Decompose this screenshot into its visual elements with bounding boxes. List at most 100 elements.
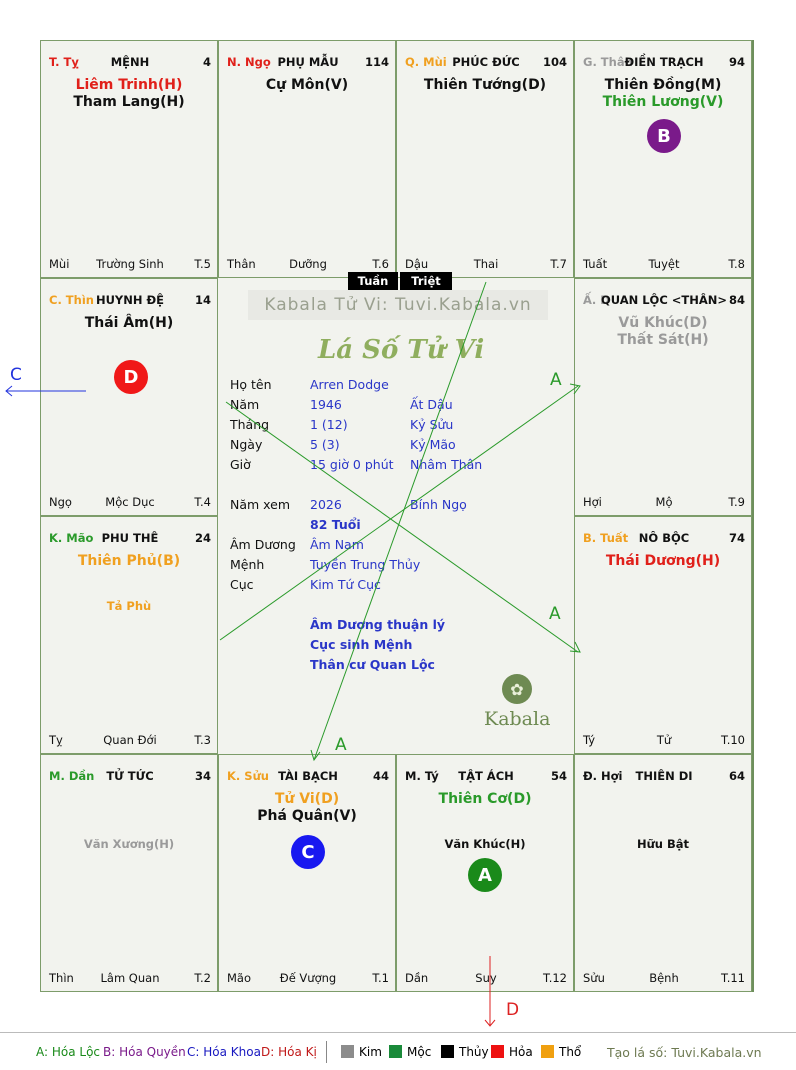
chart-title: Lá Số Tử Vi — [318, 335, 485, 365]
palace-cell-thin[interactable]: C. Thìn HUYNH ĐỆ 14 Thái Âm(H) Ngọ Mộc Dục T.4 — [40, 278, 218, 516]
palace-header: K. Mão PHU THÊ 24 — [49, 531, 211, 547]
footer-range: T.11 — [721, 971, 745, 985]
major-star: Thiên Đồng(M) — [604, 77, 722, 93]
footer-branch: Thìn — [49, 971, 74, 985]
palace-number: 24 — [194, 531, 211, 545]
palace-cell-dan[interactable]: M. Dần TỬ TỨC 34 Văn Xương(H) Thìn Lâm Quan T.… — [40, 754, 218, 992]
palace-cell-mao[interactable]: K. Mão PHU THÊ 24 Thiên Phủ(B) Tả Phù Tỵ Quan … — [40, 516, 218, 754]
palace-name: PHU THÊ — [101, 531, 159, 545]
palace-cell-dau[interactable]: Ấ. D QUAN LỘC <THÂN> 84 Vũ Khúc(D) Thất Sát(… — [574, 278, 752, 516]
info-value: Tuyền Trung Thủy — [310, 557, 421, 572]
footer-stage: Dưỡng — [289, 257, 327, 271]
palace-number: 14 — [194, 293, 211, 307]
palace-name: HUYNH ĐỆ — [95, 293, 165, 307]
palace-footer: Dần Suy T.12 — [405, 971, 567, 985]
palace-stem: K. Mão — [49, 531, 94, 545]
legend-b-text: B: Hóa Quyền — [103, 1045, 186, 1059]
minor-star: Văn Xương(H) — [83, 837, 175, 851]
footer-stage: Thai — [473, 257, 499, 271]
info-label: Năm — [230, 397, 260, 412]
palace-number: 34 — [194, 769, 211, 783]
palace-name: TẬT ÁCH — [458, 769, 514, 783]
palace-footer: Tuất Tuyệt T.8 — [583, 257, 745, 271]
info-label: Tháng — [230, 417, 270, 432]
palace-name: PHỤ MẪU — [277, 55, 339, 69]
major-star: Thiên Cơ(D) — [438, 791, 532, 807]
minor-star: Hữu Bật — [636, 837, 690, 851]
info-canchi: Bính Ngọ — [410, 497, 467, 512]
footer-stage: Tử — [656, 733, 672, 747]
palace-cell-ngo[interactable]: N. Ngọ PHỤ MẪU 114 Cự Môn(V) Thân Dưỡng T.6 — [218, 40, 396, 278]
major-star: Thiên Tướng(D) — [423, 77, 547, 93]
footer-range: T.7 — [550, 257, 567, 271]
palace-header: Q. Mùi PHÚC ĐỨC 104 — [405, 55, 567, 71]
info-value: Kim Tứ Cục — [310, 577, 381, 592]
major-star: Thất Sát(H) — [617, 332, 709, 348]
palace-stem: G. Thân — [583, 55, 633, 69]
footer-stage: Bệnh — [649, 971, 679, 985]
arrow-c-head — [5, 385, 13, 397]
palace-cell-tyx[interactable]: M. Tý TẬT ÁCH 54 Thiên Cơ(D) Văn Khúc(H) Dần S… — [396, 754, 574, 992]
palace-cell-ty[interactable]: T. Tỵ MỆNH 4 Liêm Trinh(H) Tham Lang(H) Mùi Tr… — [40, 40, 218, 278]
info-canchi: Kỷ Sửu — [410, 417, 454, 432]
marker-c-icon: C — [291, 835, 325, 869]
info-label: Âm Dương — [230, 537, 296, 552]
footer-branch: Mùi — [49, 257, 70, 271]
palace-header: T. Tỵ MỆNH 4 — [49, 55, 211, 71]
palace-name: MỆNH — [110, 55, 150, 69]
palace-cell-tuat[interactable]: B. Tuất NÔ BỘC 74 Thái Dương(H) Tý Tử T.10 — [574, 516, 752, 754]
palace-cell-mui[interactable]: Q. Mùi PHÚC ĐỨC 104 Thiên Tướng(D) Dậu Thai T.… — [396, 40, 574, 278]
palace-stem: Đ. Hợi — [583, 769, 623, 783]
element-name: Thủy — [459, 1045, 489, 1059]
element-name: Mộc — [407, 1045, 432, 1059]
palace-cell-than[interactable]: G. Thân ĐIỀN TRẠCH 94 Thiên Đồng(M) Thiên Lư… — [574, 40, 752, 278]
footer-stage: Tuyệt — [648, 257, 680, 271]
palace-header: N. Ngọ PHỤ MẪU 114 — [227, 55, 389, 71]
minor-star: Tả Phù — [106, 599, 152, 613]
arrow-d-head — [484, 1019, 496, 1027]
palace-stem: B. Tuất — [583, 531, 629, 545]
footer-range: T.12 — [543, 971, 567, 985]
palace-header: M. Dần TỬ TỨC 34 — [49, 769, 211, 785]
footer-credit[interactable]: Tạo lá số: Tuvi.Kabala.vn — [607, 1045, 762, 1060]
element-swatch-icon — [441, 1045, 454, 1058]
info-label: Mệnh — [230, 557, 265, 572]
site-banner[interactable]: Kabala Tử Vi: Tuvi.Kabala.vn — [248, 290, 548, 320]
palace-footer: Tỵ Quan Đới T.3 — [49, 733, 211, 747]
palace-number: 4 — [202, 55, 211, 69]
chart-note: Thân cư Quan Lộc — [310, 657, 435, 672]
palace-header: C. Thìn HUYNH ĐỆ 14 — [49, 293, 211, 309]
legend-element: Mộc — [389, 1045, 431, 1059]
info-canchi: Kỷ Mão — [410, 437, 456, 452]
palace-number: 104 — [542, 55, 567, 69]
footer-range: T.4 — [194, 495, 211, 509]
legend-hoa-quyen: B: Hóa Quyền — [103, 1045, 186, 1059]
palace-cell-suu[interactable]: K. Sửu TÀI BẠCH 44 Tử Vi(D) Phá Quân(V) Mão Đế… — [218, 754, 396, 992]
element-name: Hỏa — [509, 1045, 533, 1059]
legend-element: Hỏa — [491, 1045, 533, 1059]
palace-footer: Thân Dưỡng T.6 — [227, 257, 389, 271]
palace-stem: C. Thìn — [49, 293, 94, 307]
footer-range: T.5 — [194, 257, 211, 271]
palace-name: NÔ BỘC — [638, 531, 690, 545]
major-star: Thái Âm(H) — [84, 315, 174, 331]
footer-range: T.2 — [194, 971, 211, 985]
palace-cell-hoi[interactable]: Đ. Hợi THIÊN DI 64 Hữu Bật Sửu Bệnh T.11 — [574, 754, 752, 992]
legend-hoa-loc: A: Hóa Lộc — [36, 1045, 100, 1059]
palace-number: 54 — [550, 769, 567, 783]
info-label: Giờ — [230, 457, 251, 472]
age-value: 82 Tuổi — [310, 517, 361, 532]
major-star: Phá Quân(V) — [257, 808, 357, 824]
palace-stem: M. Dần — [49, 769, 95, 783]
palace-footer: Mão Đế Vượng T.1 — [227, 971, 389, 985]
legend-element: Thủy — [441, 1045, 489, 1059]
palace-header: M. Tý TẬT ÁCH 54 — [405, 769, 567, 785]
major-star: Thiên Phủ(B) — [77, 553, 181, 569]
palace-stem: T. Tỵ — [49, 55, 79, 69]
palace-header: K. Sửu TÀI BẠCH 44 — [227, 769, 389, 785]
info-value: Arren Dodge — [310, 377, 389, 392]
legend-a-text: A: Hóa Lộc — [36, 1045, 101, 1059]
footer-branch: Tuất — [583, 257, 608, 271]
palace-name: ĐIỀN TRẠCH — [624, 55, 704, 69]
info-label: Họ tên — [230, 377, 272, 392]
